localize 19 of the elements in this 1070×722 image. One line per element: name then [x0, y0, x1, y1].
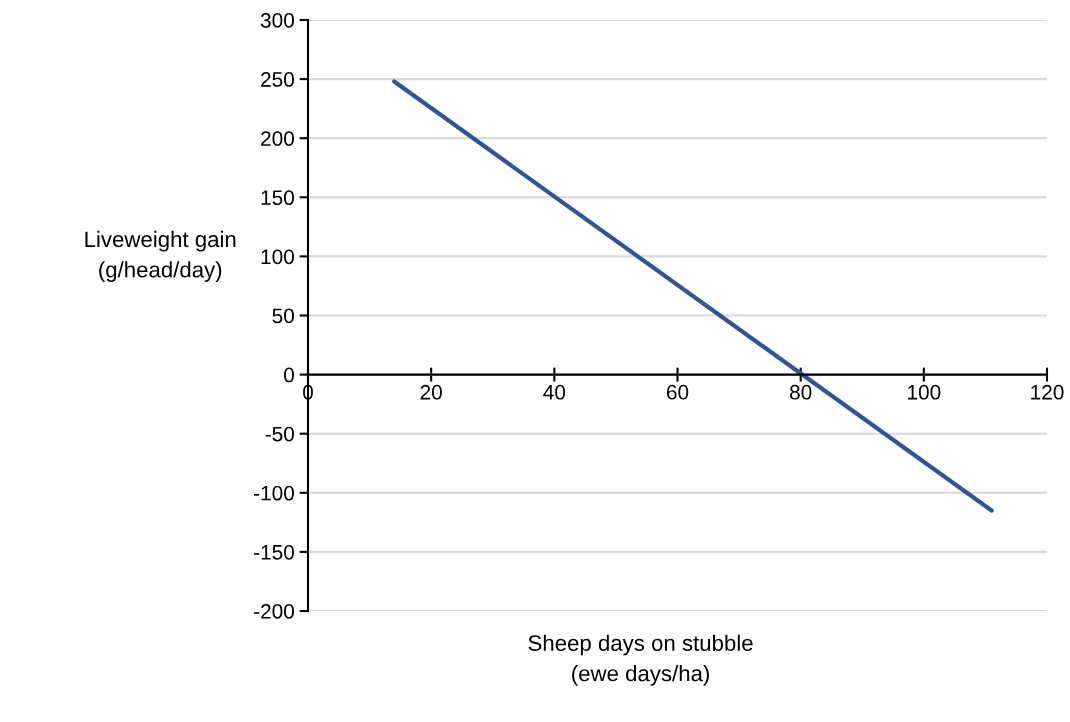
- x-tick-label: 80: [789, 384, 812, 400]
- y-tick-label: 50: [272, 308, 294, 324]
- x-tick-label: 120: [1031, 384, 1064, 400]
- y-tick-label: 300: [260, 13, 294, 28]
- y-axis-title: Liveweight gain (g/head/day): [85, 230, 236, 282]
- y-tick-label: 0: [284, 367, 294, 383]
- y-tick-label: -100: [254, 485, 294, 501]
- x-tick-label: 100: [908, 384, 941, 400]
- y-tick-label: -150: [254, 544, 294, 560]
- x-tick-label: 20: [420, 384, 442, 400]
- y-tick-label: 150: [261, 190, 294, 206]
- y-tick-label: 250: [261, 72, 294, 87]
- x-tick-label: 60: [666, 384, 689, 400]
- y-tick-label: 100: [261, 249, 294, 265]
- y-tick-label: -50: [265, 426, 294, 442]
- y-tick-label: 200: [261, 131, 294, 146]
- y-tick-label: -200: [254, 604, 294, 619]
- x-tick-label: 40: [543, 384, 566, 400]
- x-axis-title: Sheep days on stubble (ewe days/ha): [528, 634, 753, 686]
